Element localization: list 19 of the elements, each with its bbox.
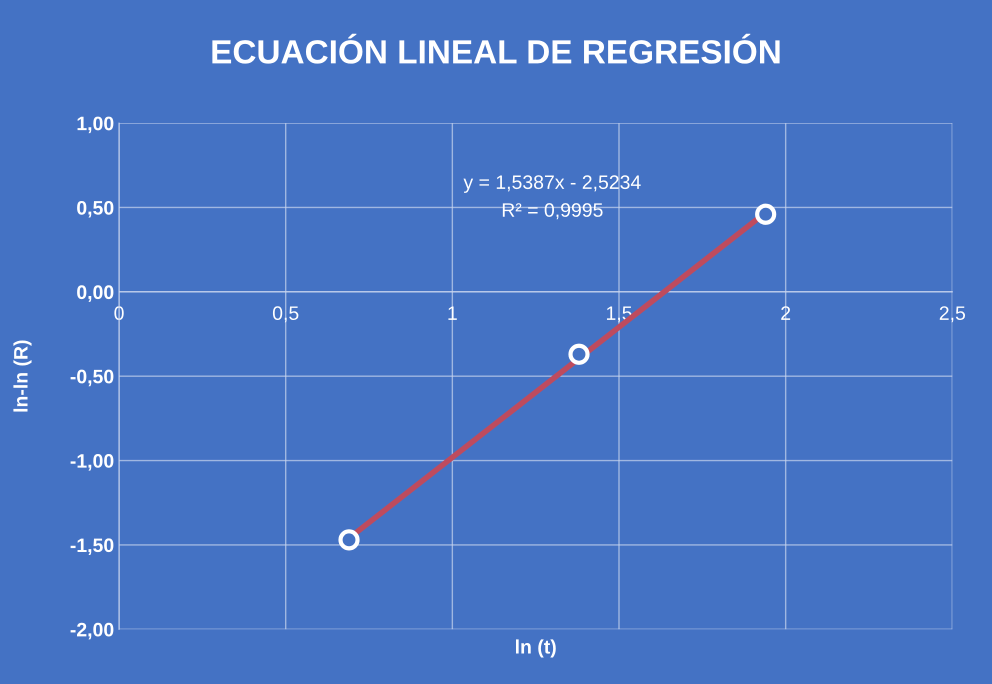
chart-title: ECUACIÓN LINEAL DE REGRESIÓN: [212, 34, 780, 64]
x-tick-label: 2: [781, 306, 790, 320]
point: [338, 529, 360, 550]
x-axis-title: ln (t): [516, 639, 556, 658]
y-tick-label: 0,50: [77, 200, 114, 218]
annotation: R² = 0,9995: [502, 203, 603, 220]
annotation: y = 1,5387x - 2,5234: [463, 175, 641, 193]
y-tick-label: -2,00: [70, 622, 114, 640]
y-axis-title: ln-ln (R): [13, 340, 32, 412]
x-tick-label: 2,5: [940, 306, 966, 322]
x-tick-label: 0,5: [272, 306, 298, 322]
point: [755, 204, 776, 225]
y-tick-label: 1,00: [78, 116, 114, 134]
y-tick-label: -0,50: [70, 370, 114, 386]
y-tick-label: -1,00: [70, 454, 114, 471]
y-tick-label: -1,50: [70, 538, 114, 555]
point: [568, 344, 590, 365]
x-tick-label: 1: [448, 306, 457, 320]
y-tick-label: 0,00: [77, 285, 114, 302]
